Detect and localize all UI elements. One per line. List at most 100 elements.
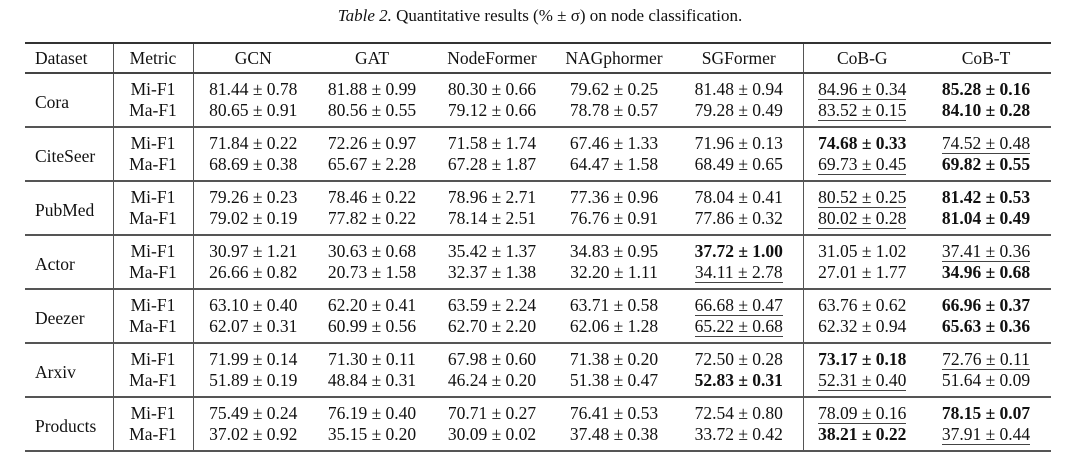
result-cell: 78.78 ± 0.57: [553, 100, 675, 127]
result-cell: 80.65 ± 0.91: [192, 100, 313, 127]
result-cell: 72.50 ± 0.28: [675, 343, 803, 370]
result-value: 60.99 ± 0.56: [327, 316, 417, 336]
result-value: 81.88 ± 0.99: [327, 79, 417, 99]
result-value: 34.83 ± 0.95: [569, 241, 659, 261]
result-value: 63.10 ± 0.40: [209, 295, 298, 315]
result-value: 37.41 ± 0.36: [941, 241, 1031, 262]
table-row: Products Mi-F1 75.49 ± 0.24 76.19 ± 0.40 70.…: [25, 397, 1051, 436]
result-cell: 80.30 ± 0.66: [431, 73, 553, 100]
result-value: 79.28 ± 0.49: [694, 100, 783, 120]
result-value: 78.14 ± 2.51: [447, 208, 537, 228]
table-row: Ma-F1 37.02 ± 0.92 35.15 ± 0.20 30.09 ± 0.0…: [25, 424, 1051, 451]
result-value: 78.09 ± 0.16: [818, 403, 907, 424]
metric-name: Ma-F1: [112, 100, 193, 127]
result-cell: 65.67 ± 2.28: [313, 154, 431, 181]
result-value: 67.28 ± 1.87: [447, 154, 537, 174]
column-header: GCN: [192, 43, 313, 73]
result-cell: 27.01 ± 1.77: [802, 262, 921, 289]
result-value: 79.26 ± 0.23: [209, 187, 298, 207]
dataset-group: Products Mi-F1 75.49 ± 0.24 76.19 ± 0.40 70.…: [25, 397, 1051, 451]
result-cell: 67.46 ± 1.33: [553, 127, 675, 154]
result-cell: 37.02 ± 0.92: [192, 424, 313, 451]
table-row: Ma-F1 26.66 ± 0.82 20.73 ± 1.58 32.37 ± 1.3…: [25, 262, 1051, 289]
result-cell: 69.73 ± 0.45: [802, 154, 921, 181]
result-value: 74.52 ± 0.48: [941, 133, 1031, 154]
result-cell: 69.82 ± 0.55: [921, 154, 1051, 181]
result-cell: 20.73 ± 1.58: [313, 262, 431, 289]
table-row: Ma-F1 68.69 ± 0.38 65.67 ± 2.28 67.28 ± 1.8…: [25, 154, 1051, 181]
result-value: 66.96 ± 0.37: [941, 295, 1031, 315]
result-value: 65.22 ± 0.68: [694, 316, 783, 337]
result-value: 74.68 ± 0.33: [818, 133, 907, 153]
result-value: 64.47 ± 1.58: [569, 154, 659, 174]
result-value: 78.15 ± 0.07: [941, 403, 1031, 423]
result-cell: 78.15 ± 0.07: [921, 397, 1051, 424]
result-value: 63.59 ± 2.24: [447, 295, 537, 315]
result-cell: 77.86 ± 0.32: [675, 208, 803, 235]
column-header: Metric: [112, 43, 193, 73]
result-cell: 78.46 ± 0.22: [313, 181, 431, 208]
metric-name: Mi-F1: [112, 289, 193, 316]
result-value: 30.09 ± 0.02: [447, 424, 537, 444]
result-cell: 30.63 ± 0.68: [313, 235, 431, 262]
result-cell: 74.52 ± 0.48: [921, 127, 1051, 154]
metric-name: Ma-F1: [112, 316, 193, 343]
table-row: Actor Mi-F1 30.97 ± 1.21 30.63 ± 0.68 35.42 …: [25, 235, 1051, 274]
result-cell: 71.99 ± 0.14: [192, 343, 313, 370]
result-value: 67.98 ± 0.60: [447, 349, 537, 369]
result-value: 27.01 ± 1.77: [818, 262, 907, 282]
result-value: 63.71 ± 0.58: [569, 295, 659, 315]
column-header: CoB-G: [802, 43, 921, 73]
metric-name: Mi-F1: [112, 343, 193, 370]
result-cell: 52.83 ± 0.31: [675, 370, 803, 397]
result-value: 26.66 ± 0.82: [209, 262, 298, 282]
result-cell: 71.84 ± 0.22: [192, 127, 313, 154]
result-value: 51.89 ± 0.19: [209, 370, 298, 390]
result-value: 68.49 ± 0.65: [694, 154, 783, 174]
result-cell: 77.36 ± 0.96: [553, 181, 675, 208]
metric-name: Ma-F1: [112, 370, 193, 397]
result-cell: 72.54 ± 0.80: [675, 397, 803, 424]
result-value: 79.02 ± 0.19: [209, 208, 298, 228]
result-cell: 83.52 ± 0.15: [802, 100, 921, 127]
result-cell: 32.20 ± 1.11: [553, 262, 675, 289]
result-value: 76.19 ± 0.40: [327, 403, 417, 423]
metric-name: Mi-F1: [112, 127, 193, 154]
table-row: CiteSeer Mi-F1 71.84 ± 0.22 72.26 ± 0.97 71.…: [25, 127, 1051, 166]
result-value: 31.05 ± 1.02: [818, 241, 907, 261]
table-row: Deezer Mi-F1 63.10 ± 0.40 62.20 ± 0.41 63.59…: [25, 289, 1051, 328]
result-cell: 84.10 ± 0.28: [921, 100, 1051, 127]
result-cell: 31.05 ± 1.02: [802, 235, 921, 262]
result-value: 71.96 ± 0.13: [694, 133, 783, 153]
result-cell: 62.06 ± 1.28: [553, 316, 675, 343]
result-cell: 33.72 ± 0.42: [675, 424, 803, 451]
result-value: 30.63 ± 0.68: [327, 241, 417, 261]
metric-name: Ma-F1: [112, 208, 193, 235]
metric-name: Ma-F1: [112, 154, 193, 181]
table-row: Arxiv Mi-F1 71.99 ± 0.14 71.30 ± 0.11 67.98 …: [25, 343, 1051, 382]
result-cell: 32.37 ± 1.38: [431, 262, 553, 289]
result-cell: 63.59 ± 2.24: [431, 289, 553, 316]
result-cell: 60.99 ± 0.56: [313, 316, 431, 343]
result-cell: 63.10 ± 0.40: [192, 289, 313, 316]
result-value: 84.96 ± 0.34: [818, 79, 907, 100]
result-value: 62.32 ± 0.94: [818, 316, 907, 336]
result-value: 37.02 ± 0.92: [209, 424, 298, 444]
result-cell: 81.48 ± 0.94: [675, 73, 803, 100]
result-cell: 26.66 ± 0.82: [192, 262, 313, 289]
result-value: 37.48 ± 0.38: [569, 424, 659, 444]
result-value: 35.42 ± 1.37: [447, 241, 537, 261]
result-value: 66.68 ± 0.47: [694, 295, 783, 316]
result-cell: 64.47 ± 1.58: [553, 154, 675, 181]
result-cell: 35.42 ± 1.37: [431, 235, 553, 262]
result-cell: 30.09 ± 0.02: [431, 424, 553, 451]
result-cell: 65.22 ± 0.68: [675, 316, 803, 343]
result-cell: 81.88 ± 0.99: [313, 73, 431, 100]
result-cell: 52.31 ± 0.40: [802, 370, 921, 397]
result-cell: 34.83 ± 0.95: [553, 235, 675, 262]
result-value: 75.49 ± 0.24: [209, 403, 298, 423]
table-row: Ma-F1 79.02 ± 0.19 77.82 ± 0.22 78.14 ± 2.5…: [25, 208, 1051, 235]
result-value: 81.42 ± 0.53: [941, 187, 1031, 207]
dataset-name: PubMed: [35, 200, 95, 220]
result-cell: 75.49 ± 0.24: [192, 397, 313, 424]
